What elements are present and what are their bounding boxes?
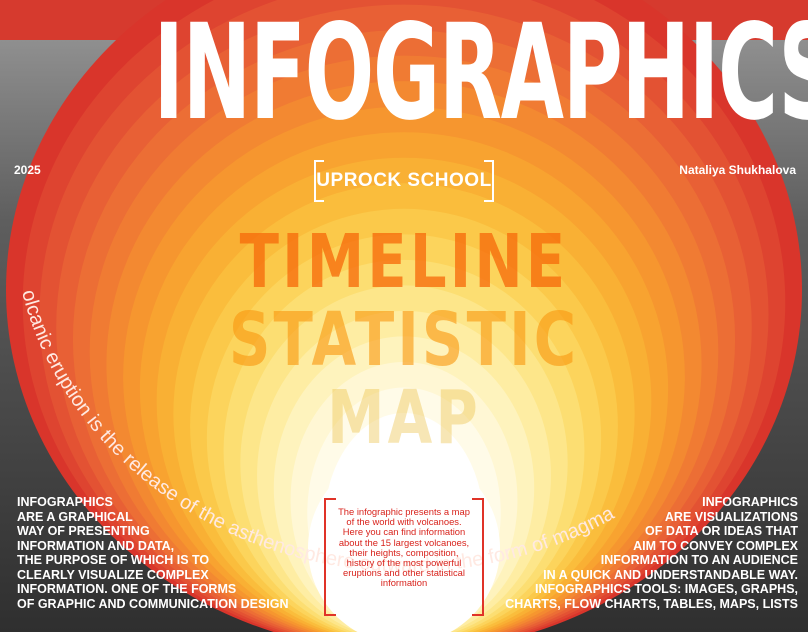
main-title: INFOGRAPHICS <box>153 0 808 150</box>
right-line: INFOGRAPHICS TOOLS: IMAGES, GRAPHS, <box>535 582 798 596</box>
left-line: OF GRAPHIC AND COMMUNICATION DESIGN <box>17 596 289 611</box>
note-line: The infographic presents a map <box>338 506 470 517</box>
note-line: eruptions and other statistical <box>343 567 465 579</box>
note-line: information <box>380 577 428 589</box>
right-line: OF DATA OR IDEAS THAT <box>645 524 798 538</box>
word-statistic: STATISTIC <box>228 297 580 383</box>
left-line: INFOGRAPHICS <box>17 495 113 509</box>
bracket-left <box>314 160 324 202</box>
white-core <box>308 452 500 632</box>
left-line: ARE A GRAPHICAL <box>17 509 133 524</box>
note-bracket-left <box>324 498 336 616</box>
note-bracket-right <box>472 498 484 616</box>
school-label: UPROCK SCHOOL <box>316 170 492 191</box>
right-description: INFOGRAPHICS ARE VISUALIZATIONS OF DATA … <box>505 495 798 611</box>
year-label: 2025 <box>14 163 41 177</box>
bracket-right <box>484 160 494 202</box>
left-line: WAY OF PRESENTING <box>17 524 150 538</box>
left-line: CLEARLY VISUALIZE COMPLEX <box>17 567 209 582</box>
note-line: Here you can find information <box>342 526 466 538</box>
left-description: INFOGRAPHICS ARE A GRAPHICAL WAY OF PRES… <box>17 495 289 611</box>
left-line: THE PURPOSE OF WHICH IS TO <box>17 553 210 567</box>
school-badge: UPROCK SCHOOL <box>314 160 494 202</box>
right-line: CHARTS, FLOW CHARTS, TABLES, MAPS, LISTS <box>505 596 798 611</box>
center-note: The infographic presents a map of the wo… <box>324 498 484 616</box>
left-line: INFORMATION. ONE OF THE FORMS <box>17 582 237 596</box>
word-timeline: TIMELINE <box>239 219 569 305</box>
note-line: their heights, composition, <box>349 546 459 558</box>
note-line: about the 15 largest volcanoes, <box>338 536 470 548</box>
right-line: AIM TO CONVEY COMPLEX <box>633 538 798 553</box>
right-line: INFOGRAPHICS <box>702 495 798 509</box>
note-line: history of the most powerful <box>346 557 462 569</box>
note-line: of the world with volcanoes. <box>346 516 462 528</box>
right-line: ARE VISUALIZATIONS <box>664 509 798 524</box>
right-line: INFORMATION TO AN AUDIENCE <box>600 553 798 567</box>
word-map: MAP <box>327 375 481 461</box>
note-text: The infographic presents a map of the wo… <box>334 506 474 589</box>
right-line: IN A QUICK AND UNDERSTANDABLE WAY. <box>543 567 798 582</box>
author-name: Nataliya Shukhalova <box>679 163 796 177</box>
left-line: INFORMATION AND DATA, <box>17 538 175 553</box>
